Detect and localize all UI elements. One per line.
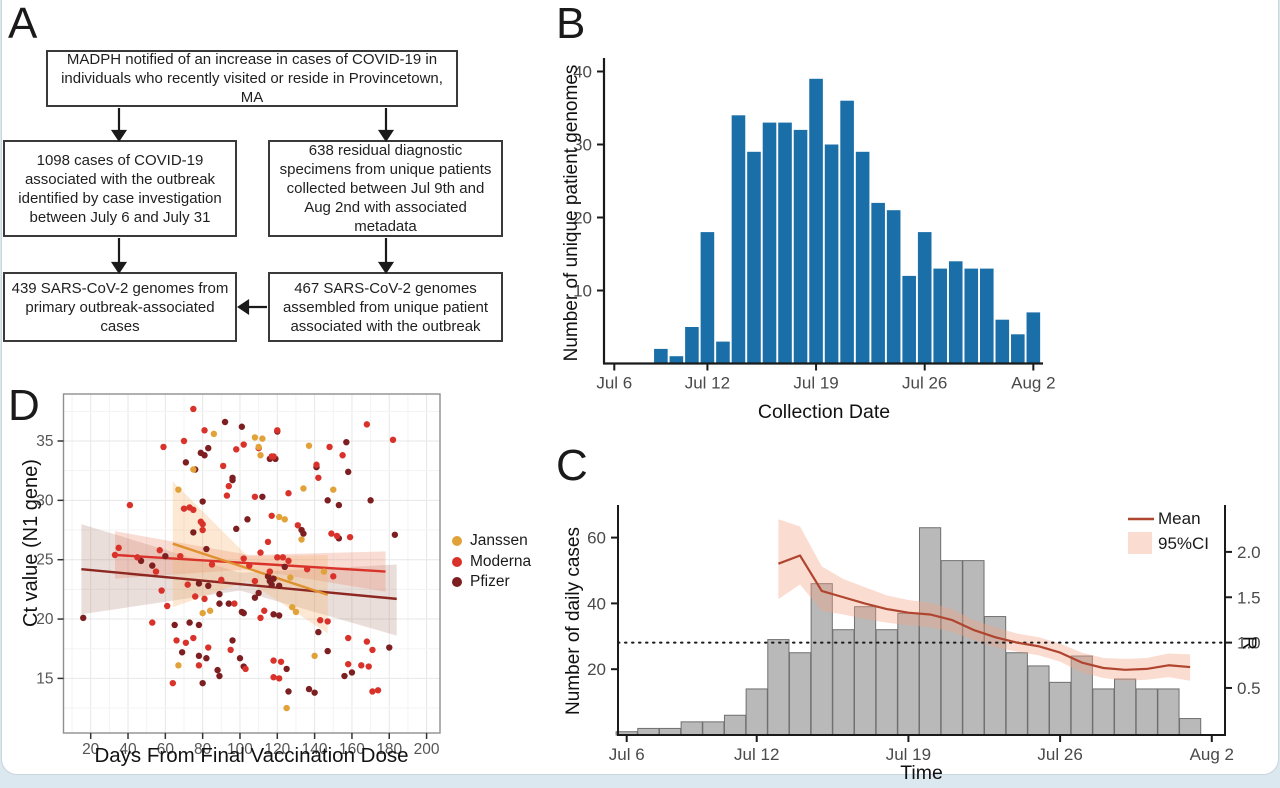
panel-a-label: A bbox=[8, 0, 38, 48]
svg-text:60: 60 bbox=[587, 529, 606, 548]
moderna-dot-icon bbox=[452, 557, 462, 567]
svg-text:160: 160 bbox=[339, 741, 365, 758]
svg-text:140: 140 bbox=[302, 741, 328, 758]
legend-moderna: Moderna bbox=[452, 553, 531, 571]
svg-text:Jul 26: Jul 26 bbox=[902, 374, 947, 393]
svg-text:Jul 6: Jul 6 bbox=[596, 374, 632, 393]
svg-text:2.0: 2.0 bbox=[1237, 543, 1261, 562]
panel-b-label: B bbox=[556, 0, 586, 48]
svg-text:Jul 19: Jul 19 bbox=[793, 374, 838, 393]
svg-text:Jul 6: Jul 6 bbox=[609, 745, 645, 764]
svg-text:200: 200 bbox=[414, 741, 440, 758]
panel-c-label: C bbox=[556, 441, 588, 490]
svg-text:1.5: 1.5 bbox=[1237, 588, 1261, 607]
genomes-bar-chart: 10 20 30 40 Jul 6 Jul 12 Jul 19 Jul 26 Aug 2 bbox=[573, 58, 1056, 393]
svg-text:10: 10 bbox=[573, 282, 592, 301]
svg-text:0.5: 0.5 bbox=[1237, 679, 1261, 698]
svg-text:30: 30 bbox=[36, 492, 54, 509]
pfizer-label: Pfizer bbox=[470, 573, 510, 590]
svg-text:20: 20 bbox=[573, 209, 592, 228]
svg-text:40: 40 bbox=[573, 63, 592, 82]
panel-d-label: D bbox=[8, 381, 40, 430]
flowchart-box-notify: MADPH notified of an increase in cases o… bbox=[46, 50, 458, 107]
panel-b-ylabel: Number of unique patient genomes bbox=[561, 64, 582, 362]
svg-text:Jul 12: Jul 12 bbox=[734, 745, 779, 764]
flowchart-box-cases: 1098 cases of COVID-19 associated with t… bbox=[3, 140, 237, 237]
legend-pfizer: Pfizer bbox=[452, 573, 510, 591]
legend-ci-label: 95%CI bbox=[1158, 534, 1210, 553]
svg-text:Aug 2: Aug 2 bbox=[1011, 374, 1055, 393]
svg-text:20: 20 bbox=[587, 660, 606, 679]
svg-text:1.0: 1.0 bbox=[1237, 634, 1261, 653]
panel-d-ylabel: Ct value (N1 gene) bbox=[20, 459, 42, 627]
panel-c-ylabel-left: Number of daily cases bbox=[563, 527, 584, 715]
ct-value-scatter-chart: 20 40 60 80 100 120 140 160 180 200 15 20 25 30 35 bbox=[36, 393, 441, 758]
panel-c-xlabel: Time bbox=[900, 762, 943, 784]
svg-text:35: 35 bbox=[36, 433, 53, 450]
svg-text:40: 40 bbox=[587, 594, 606, 613]
svg-text:Jul 19: Jul 19 bbox=[886, 745, 931, 764]
daily-cases-rt-chart: 20 40 60 0.5 1.0 1.5 2.0 Jul 6 Jul 12 Jul 19 Jul 2… bbox=[587, 505, 1261, 764]
svg-text:20: 20 bbox=[36, 611, 54, 628]
svg-text:Jul 12: Jul 12 bbox=[685, 374, 730, 393]
pfizer-dot-icon bbox=[452, 577, 462, 587]
svg-text:180: 180 bbox=[376, 741, 402, 758]
legend-janssen: Janssen bbox=[452, 532, 528, 550]
svg-text:30: 30 bbox=[573, 136, 592, 155]
svg-text:Aug 2: Aug 2 bbox=[1190, 745, 1234, 764]
panel-c-ylabel-right: R bbox=[1238, 636, 1259, 650]
svg-text:20: 20 bbox=[82, 741, 100, 758]
flowchart-box-specimens: 638 residual diagnostic specimens from u… bbox=[268, 140, 503, 237]
svg-text:15: 15 bbox=[36, 670, 53, 687]
janssen-label: Janssen bbox=[470, 532, 528, 549]
flowchart-arrows bbox=[110, 108, 395, 316]
svg-text:80: 80 bbox=[194, 741, 212, 758]
flowchart-box-genomes-unique: 467 SARS-CoV-2 genomes assembled from un… bbox=[268, 272, 503, 342]
moderna-label: Moderna bbox=[470, 553, 532, 570]
panel-b-xlabel: Collection Date bbox=[757, 401, 891, 423]
janssen-dot-icon bbox=[452, 536, 462, 546]
svg-text:Jul 26: Jul 26 bbox=[1037, 745, 1082, 764]
flowchart-box-genomes-primary: 439 SARS-CoV-2 genomes from primary outb… bbox=[3, 272, 237, 342]
svg-text:25: 25 bbox=[36, 552, 53, 569]
svg-text:60: 60 bbox=[157, 741, 175, 758]
svg-text:120: 120 bbox=[264, 741, 290, 758]
svg-text:40: 40 bbox=[119, 741, 137, 758]
panel-d-xlabel: Days From Final Vaccination Dose bbox=[94, 744, 409, 767]
svg-text:100: 100 bbox=[227, 741, 253, 758]
legend-mean-label: Mean bbox=[1158, 509, 1201, 528]
